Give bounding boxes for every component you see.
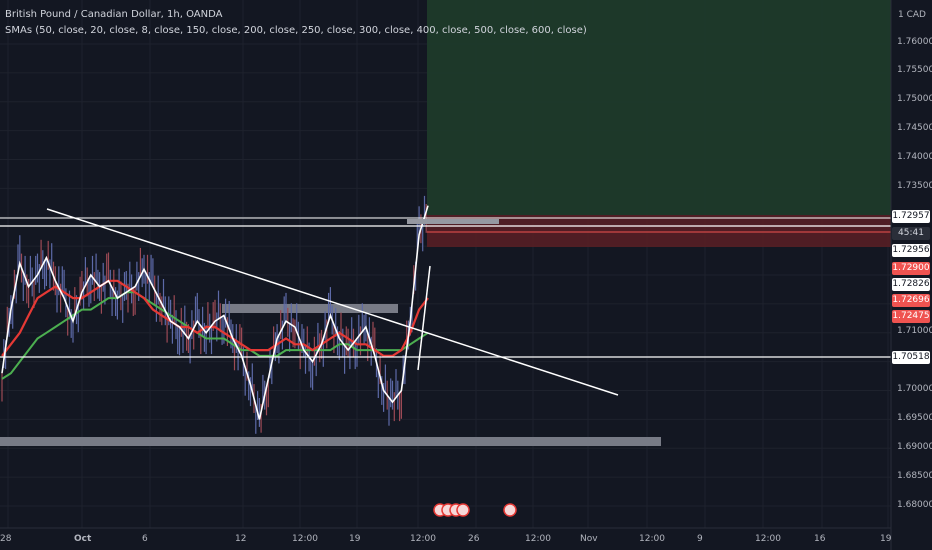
stop-zone[interactable]: [427, 215, 891, 247]
price-tag[interactable]: 1.72900: [892, 262, 930, 275]
price-axis-tick: 1.73500: [897, 181, 932, 191]
price-axis-tick: 1.74500: [897, 123, 932, 133]
time-axis-tick: 12:00: [292, 534, 318, 544]
price-tag[interactable]: 1.72826: [892, 278, 930, 291]
time-axis-tick: 9: [697, 534, 703, 544]
support-zone[interactable]: [0, 437, 661, 446]
price-axis-tick: 1.70000: [897, 384, 932, 394]
time-axis-tick: 12: [235, 534, 247, 544]
price-axis-tick: 1.68000: [897, 500, 932, 510]
time-axis-tick: 28: [0, 534, 12, 544]
time-axis-tick: 12:00: [525, 534, 551, 544]
time-axis-tick: 12:00: [755, 534, 781, 544]
projection-line[interactable]: [417, 265, 431, 371]
price-tag[interactable]: 1.72956: [892, 244, 930, 257]
resistance-zone[interactable]: [222, 304, 398, 313]
price-tag[interactable]: 1.72957: [892, 210, 930, 223]
price-axis-tick: 1.75000: [897, 94, 932, 104]
price-axis-tick: 1.71000: [897, 326, 932, 336]
price-tag[interactable]: 1.72696: [892, 294, 930, 307]
indicator-legend[interactable]: SMAs (50, close, 20, close, 8, close, 15…: [5, 25, 587, 36]
price-axis-tick: 1.75500: [897, 65, 932, 75]
time-axis-tick: 19: [880, 534, 892, 544]
time-axis-tick: 16: [814, 534, 826, 544]
time-axis-tick: Oct: [74, 534, 92, 544]
price-tag[interactable]: 45:41: [892, 227, 930, 240]
price-tag[interactable]: 1.70518: [892, 351, 930, 364]
price-axis-tick: 1.74000: [897, 152, 932, 162]
trendline[interactable]: [46, 208, 619, 396]
price-axis-tick: 1.68500: [897, 471, 932, 481]
currency-label: 1 CAD: [898, 10, 926, 20]
price-axis-tick: 1.69500: [897, 413, 932, 423]
time-axis-tick: Nov: [580, 534, 598, 544]
time-axis-tick: 12:00: [410, 534, 436, 544]
time-axis-tick: 19: [349, 534, 361, 544]
time-axis-tick: 6: [142, 534, 148, 544]
target-zone[interactable]: [427, 0, 891, 215]
event-icons[interactable]: [433, 503, 517, 517]
sma-white-line: [1, 205, 429, 420]
sma-green-line: [1, 291, 429, 380]
price-axis-tick: 1.69000: [897, 442, 932, 452]
price-axis-tick: 1.76000: [897, 37, 932, 47]
sma-red-line: [1, 279, 429, 357]
time-axis-tick: 12:00: [639, 534, 665, 544]
symbol-title: British Pound / Canadian Dollar, 1h, OAN…: [5, 9, 223, 20]
time-axis-tick: 26: [468, 534, 480, 544]
price-tag[interactable]: 1.72475: [892, 310, 930, 323]
candles: [1, 195, 427, 434]
position-marker[interactable]: [407, 219, 499, 224]
